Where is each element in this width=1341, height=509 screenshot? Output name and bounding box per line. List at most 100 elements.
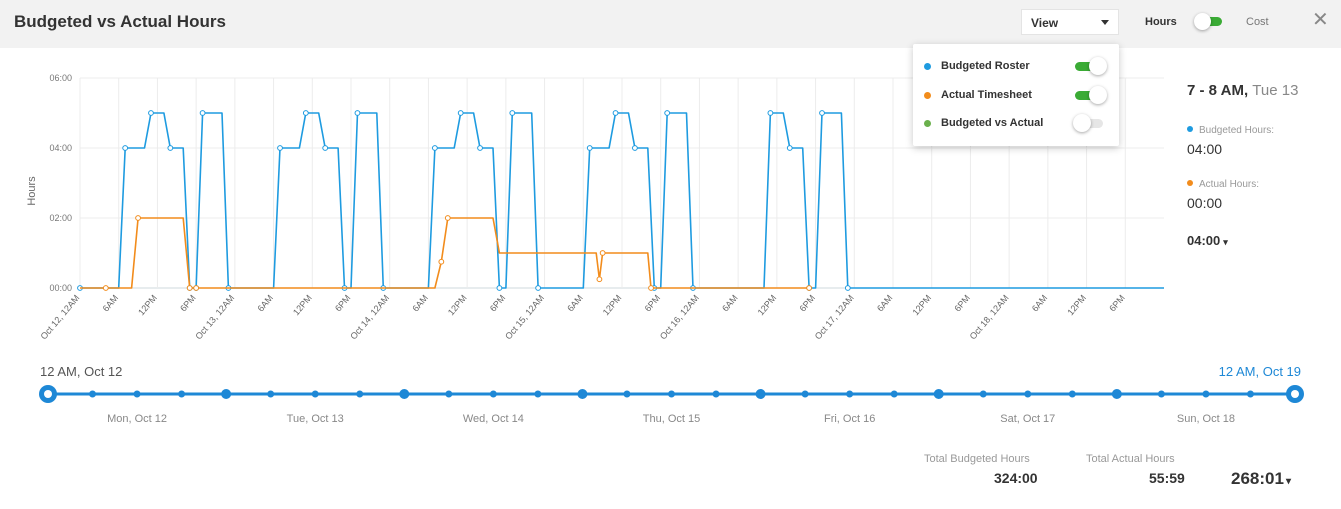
timeline-day-marker [399, 389, 410, 399]
x-tick-label: 12PM [601, 293, 624, 317]
series-point [444, 215, 451, 221]
series-point [844, 285, 851, 291]
legend-dot [924, 92, 931, 99]
y-tick-label: 00:00 [49, 283, 72, 293]
x-tick-label: Oct 16, 12AM [658, 293, 701, 342]
total-budgeted-value: 324:00 [994, 470, 1038, 486]
timeline-day-label: Sun, Oct 18 [1177, 413, 1235, 425]
legend-toggle[interactable] [1073, 113, 1109, 133]
cost-label: Cost [1246, 16, 1269, 28]
series-point [786, 145, 793, 151]
timeline-tick [178, 390, 186, 398]
x-tick-label: 6PM [333, 293, 353, 314]
x-tick-label: Oct 17, 12AM [813, 293, 856, 342]
timeline-tick [846, 390, 854, 398]
x-tick-label: 12PM [446, 293, 469, 317]
selected-value-dropdown[interactable]: 04:00 ▾ [1187, 233, 1228, 248]
series-point [457, 110, 464, 116]
timeline-tick [712, 390, 720, 398]
x-tick-label: 12PM [136, 293, 159, 317]
view-dropdown[interactable]: View [1021, 9, 1119, 35]
total-difference[interactable]: 268:01 ▾ [1231, 469, 1291, 488]
page-title: Budgeted vs Actual Hours [14, 12, 226, 31]
toggle-knob [1194, 13, 1211, 30]
timeline-tick [311, 390, 319, 398]
timeline-tick [979, 390, 987, 398]
budgeted-hours-label: Budgeted Hours: [1187, 125, 1274, 136]
legend-item-budgeted-vs-actual[interactable]: Budgeted vs Actual [913, 109, 1119, 137]
timeline-day-marker [1111, 389, 1122, 399]
caret-down-icon: ▾ [1223, 237, 1228, 247]
series-point [302, 110, 309, 116]
x-tick-label: 6PM [798, 293, 818, 314]
timeline-day-marker [577, 389, 588, 399]
series-point [767, 110, 774, 116]
close-icon[interactable]: ✕ [1312, 9, 1329, 31]
timeline-tick [623, 390, 631, 398]
legend-item-actual-timesheet[interactable]: Actual Timesheet [913, 81, 1119, 109]
series-point [167, 145, 174, 151]
legend-item-budgeted-roster[interactable]: Budgeted Roster [913, 52, 1119, 80]
series-point [648, 285, 654, 291]
x-tick-label: Oct 18, 12AM [968, 293, 1011, 342]
timeline-tick [890, 390, 898, 398]
series-point [199, 110, 206, 116]
legend-dot [924, 63, 931, 70]
series-line-1 [80, 217, 810, 289]
legend-label: Budgeted vs Actual [941, 117, 1044, 129]
header-bar: Budgeted vs Actual Hours View Hours Cost… [0, 0, 1341, 48]
x-tick-label: 6AM [410, 293, 430, 314]
timeline-slider[interactable]: 12 AM, Oct 12 12 AM, Oct 19 Mon, Oct 12 T… [0, 360, 1341, 430]
x-tick-label: 6AM [1030, 293, 1050, 314]
x-tick-label: Oct 12, 12AM [38, 293, 81, 342]
x-tick-label: Oct 13, 12AM [193, 293, 236, 342]
budgeted-hours-value: 04:00 [1187, 141, 1223, 157]
timeline-day-label: Sat, Oct 17 [1000, 413, 1055, 425]
series-point [819, 110, 825, 116]
y-tick-label: 04:00 [49, 143, 72, 153]
series-line-0 [80, 112, 1164, 289]
x-tick-label: 6AM [256, 293, 276, 314]
series-point [535, 285, 542, 291]
x-tick-label: 6AM [101, 293, 121, 314]
series-point [632, 145, 638, 151]
legend-dot [1187, 180, 1193, 186]
timeline-tick [267, 390, 275, 398]
series-point [193, 285, 200, 291]
timeline-day-marker [755, 389, 766, 399]
timeline-day-label: Tue, Oct 13 [287, 413, 344, 425]
hours-label: Hours [1145, 16, 1177, 28]
y-tick-label: 06:00 [49, 73, 72, 83]
x-tick-label: 6PM [952, 293, 972, 314]
timeline-tick [1202, 390, 1210, 398]
timeline-day-marker [933, 389, 944, 399]
series-point [496, 285, 503, 291]
timeline-tick [801, 390, 809, 398]
toggle-track [1200, 17, 1222, 26]
series-point [806, 285, 813, 291]
x-axis: Oct 12, 12AM 6AM 12PM 6PM Oct 13, 12AM 6AM 12P… [38, 293, 1126, 342]
series-point [431, 145, 438, 151]
actual-hours-label: Actual Hours: [1187, 179, 1259, 190]
series-point [612, 110, 619, 116]
series-point [322, 145, 329, 151]
x-tick-label: 6PM [643, 293, 663, 314]
hours-cost-toggle[interactable] [1194, 13, 1228, 31]
legend-popup: Budgeted Roster Actual Timesheet Budgete… [913, 44, 1119, 146]
timeline-tick [445, 390, 453, 398]
timeline-tick [133, 390, 141, 398]
legend-label: Budgeted Roster [941, 60, 1030, 72]
handle-center [1291, 390, 1299, 398]
series-point [586, 145, 593, 151]
timeline-tick [356, 390, 364, 398]
timeline-day-label: Mon, Oct 12 [107, 413, 167, 425]
timeline-day-label: Fri, Oct 16 [824, 413, 875, 425]
legend-toggle[interactable] [1073, 85, 1109, 105]
series-point [277, 145, 283, 151]
x-tick-label: Oct 14, 12AM [348, 293, 391, 342]
timeline-tick [1246, 390, 1254, 398]
x-tick-label: 12PM [756, 293, 779, 317]
legend-toggle[interactable] [1073, 56, 1109, 76]
timeline-day-label: Wed, Oct 14 [463, 413, 524, 425]
x-tick-label: 6PM [1107, 293, 1127, 314]
